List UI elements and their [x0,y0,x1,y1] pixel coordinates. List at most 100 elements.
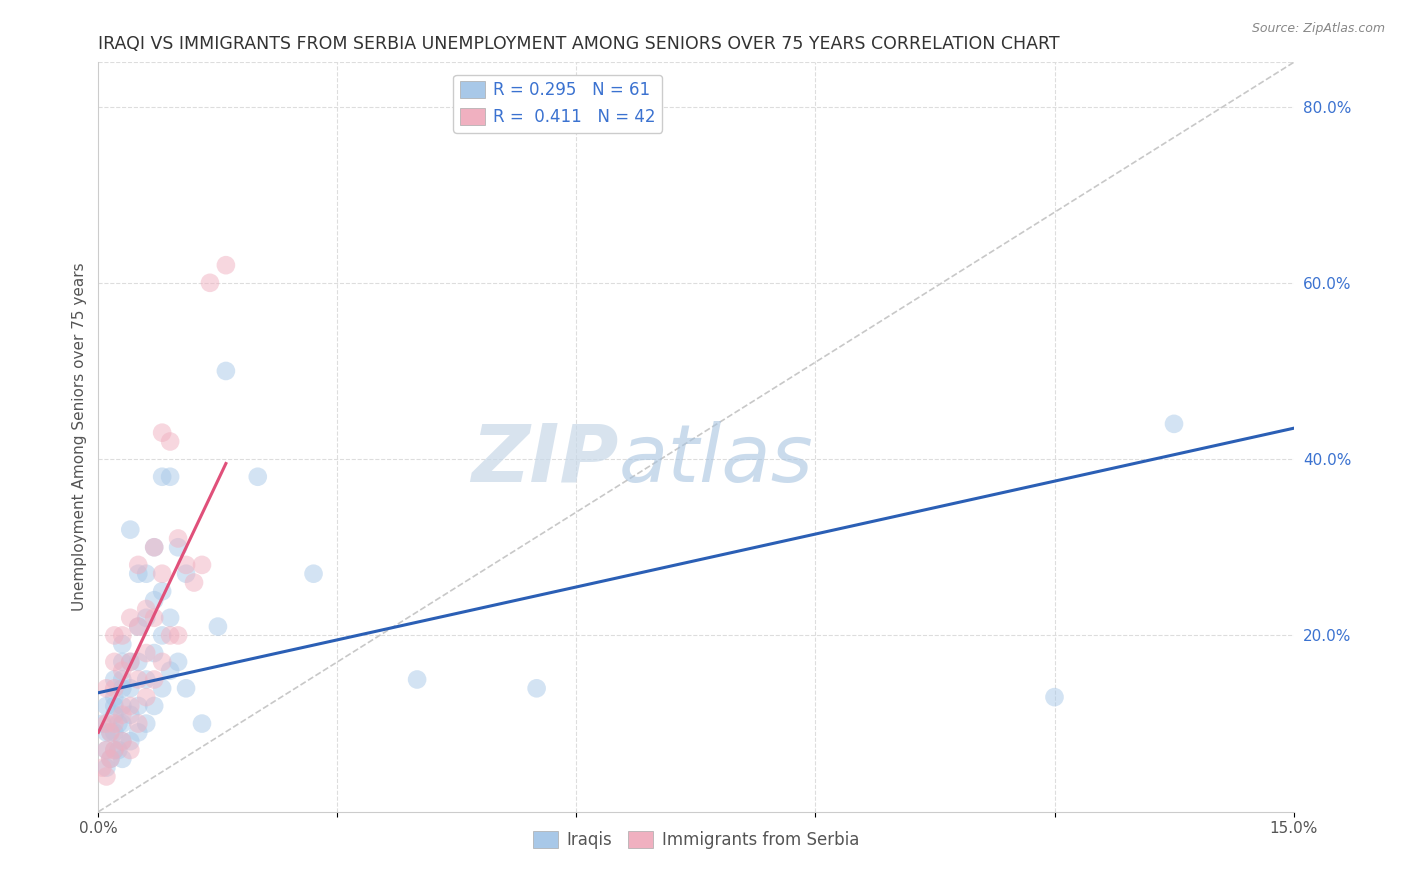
Point [120,698,142,713]
Point [198,276,221,290]
Point [150,681,173,696]
Point [111,681,134,696]
Point [302,566,325,581]
Point [215,258,238,272]
Point [150,628,173,642]
Point [98,752,122,766]
Point [111,655,134,669]
Point [103,743,125,757]
Point [96,698,118,713]
Point [96,769,118,783]
Point [103,716,125,731]
Point [127,566,149,581]
Point [107,716,129,731]
Point [127,558,149,572]
Point [96,681,118,696]
Point [111,637,134,651]
Point [174,566,197,581]
Point [111,734,134,748]
Point [127,716,149,731]
Point [174,681,197,696]
Point [135,673,157,687]
Point [120,707,142,722]
Point [246,469,269,483]
Point [111,698,134,713]
Text: atlas: atlas [619,420,813,499]
Point [143,673,166,687]
Point [120,611,142,625]
Point [150,655,173,669]
Point [111,752,134,766]
Point [96,743,118,757]
Y-axis label: Unemployment Among Seniors over 75 years: Unemployment Among Seniors over 75 years [72,263,87,611]
Point [120,734,142,748]
Point [120,681,142,696]
Point [127,619,149,633]
Point [120,655,142,669]
Point [167,655,190,669]
Point [143,611,166,625]
Point [159,664,181,678]
Point [159,434,181,449]
Point [174,558,197,572]
Point [111,707,134,722]
Point [143,698,166,713]
Text: ZIP: ZIP [471,420,619,499]
Point [103,690,125,705]
Point [103,725,125,739]
Point [127,673,149,687]
Point [135,690,157,705]
Point [98,752,122,766]
Text: IRAQI VS IMMIGRANTS FROM SERBIA UNEMPLOYMENT AMONG SENIORS OVER 75 YEARS CORRELA: IRAQI VS IMMIGRANTS FROM SERBIA UNEMPLOY… [98,35,1060,53]
Point [91,761,114,775]
Point [103,655,125,669]
Point [111,664,134,678]
Point [159,628,181,642]
Point [191,716,214,731]
Point [150,469,173,483]
Point [135,716,157,731]
Point [127,619,149,633]
Point [111,734,134,748]
Point [96,761,118,775]
Point [135,602,157,616]
Point [103,673,125,687]
Point [167,541,190,555]
Point [111,673,134,687]
Point [143,541,166,555]
Point [96,743,118,757]
Point [159,469,181,483]
Legend: Iraqis, Immigrants from Serbia: Iraqis, Immigrants from Serbia [526,824,866,855]
Point [526,681,548,696]
Point [111,716,134,731]
Point [96,725,118,739]
Point [127,698,149,713]
Text: Source: ZipAtlas.com: Source: ZipAtlas.com [1251,22,1385,36]
Point [120,743,142,757]
Point [159,611,181,625]
Point [143,593,166,607]
Point [135,646,157,660]
Point [135,566,157,581]
Point [96,716,118,731]
Point [135,611,157,625]
Point [103,628,125,642]
Point [120,655,142,669]
Point [150,566,173,581]
Point [111,628,134,642]
Point [215,364,238,378]
Point [1043,690,1066,705]
Point [127,655,149,669]
Point [406,673,429,687]
Point [167,628,190,642]
Point [183,575,205,590]
Point [120,523,142,537]
Point [150,584,173,599]
Point [103,698,125,713]
Point [103,707,125,722]
Point [103,681,125,696]
Point [98,725,122,739]
Point [107,743,129,757]
Point [143,541,166,555]
Point [191,558,214,572]
